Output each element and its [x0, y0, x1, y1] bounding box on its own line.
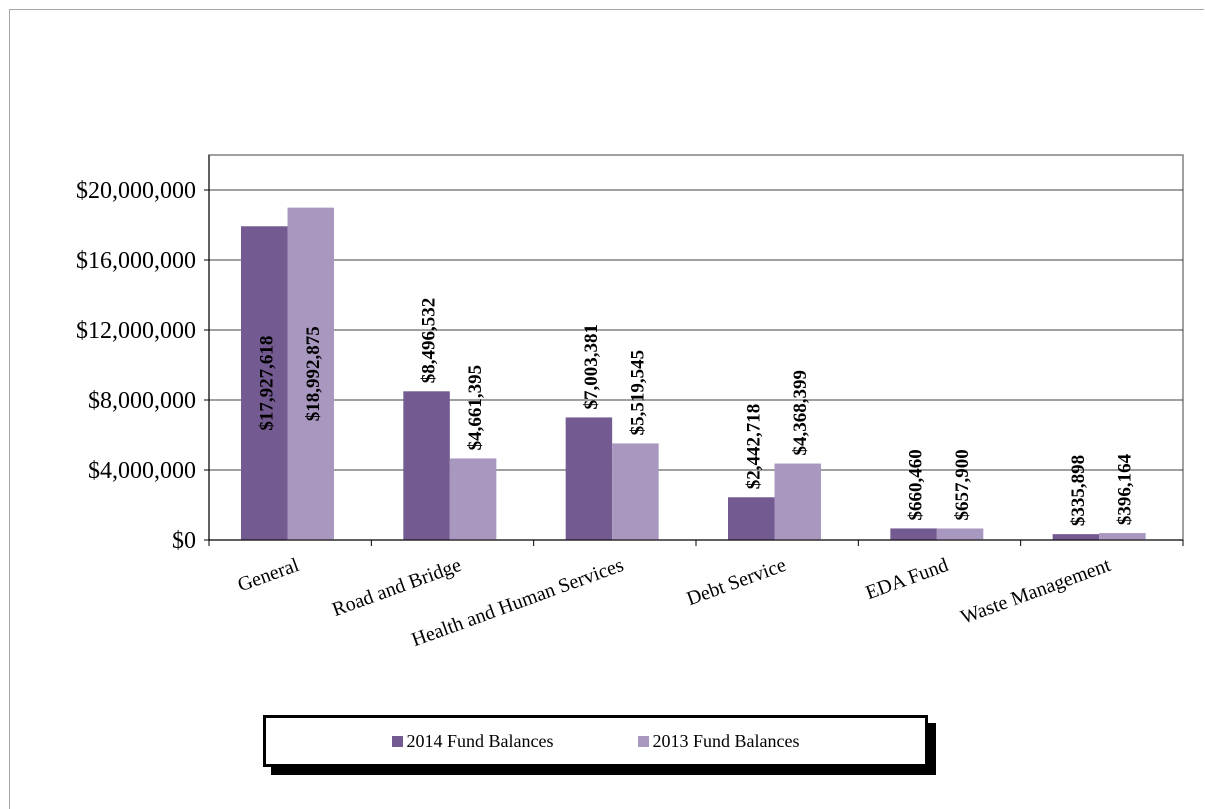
bar-2013 [936, 528, 984, 540]
bar-2013 [449, 458, 497, 540]
data-label: $5,519,545 [627, 350, 648, 436]
bar-2013 [287, 207, 334, 540]
data-label: $396,164 [1114, 453, 1135, 525]
data-label: $4,368,399 [790, 370, 811, 456]
x-tick-label: Waste Management [958, 554, 1114, 629]
bar-2014 [1052, 534, 1100, 540]
y-tick-label: $8,000,000 [88, 388, 196, 414]
bar-2014 [728, 497, 775, 540]
data-label: $2,442,718 [743, 404, 764, 490]
legend: 2014 Fund Balances 2013 Fund Balances [263, 715, 928, 767]
x-tick-label: Debt Service [684, 554, 789, 610]
data-label: $660,460 [906, 449, 927, 520]
bar-2013 [612, 443, 659, 540]
data-label: $4,661,395 [465, 365, 486, 451]
bars [241, 207, 1146, 541]
y-tick-label: $4,000,000 [88, 458, 196, 484]
chart-frame [9, 9, 1204, 809]
grid-lines [208, 154, 1184, 541]
y-tick-label: $12,000,000 [76, 318, 196, 344]
y-tick-label: $20,000,000 [76, 178, 196, 204]
bar-chart: $0 $4,000,000 $8,000,000 $12,000,000 $16,000… [76, 154, 1184, 651]
x-tick-label: Road and Bridge [329, 554, 464, 621]
data-label: $17,927,618 [256, 336, 277, 431]
data-label: $8,496,532 [419, 298, 440, 384]
legend-label-2014: 2014 Fund Balances [406, 730, 554, 751]
data-label: $7,003,381 [581, 324, 602, 410]
x-tick-label: EDA Fund [863, 554, 951, 604]
bar-2014 [890, 528, 937, 540]
legend-item-2014: 2014 Fund Balances [391, 730, 554, 752]
bar-2014 [241, 226, 288, 541]
y-tick-label: $0 [172, 528, 196, 554]
data-label: $657,900 [952, 449, 973, 520]
legend-label-2013: 2013 Fund Balances [652, 730, 800, 751]
legend-item-2013: 2013 Fund Balances [637, 730, 800, 752]
plot-area-border [208, 154, 1184, 541]
bar-2013 [774, 463, 821, 540]
data-label: $335,898 [1068, 455, 1089, 526]
bar-2014 [403, 391, 450, 540]
x-tick-label: General [235, 554, 302, 596]
data-labels: $17,927,618 $18,992,875 $8,496,532 $4,661,3… [256, 298, 1135, 526]
bar-2014 [565, 417, 613, 540]
bar-2013 [1099, 533, 1146, 540]
y-tick-label: $16,000,000 [76, 248, 196, 274]
legend-swatch-2014 [391, 735, 403, 747]
data-label: $18,992,875 [303, 326, 324, 421]
legend-swatch-2013 [637, 735, 649, 747]
